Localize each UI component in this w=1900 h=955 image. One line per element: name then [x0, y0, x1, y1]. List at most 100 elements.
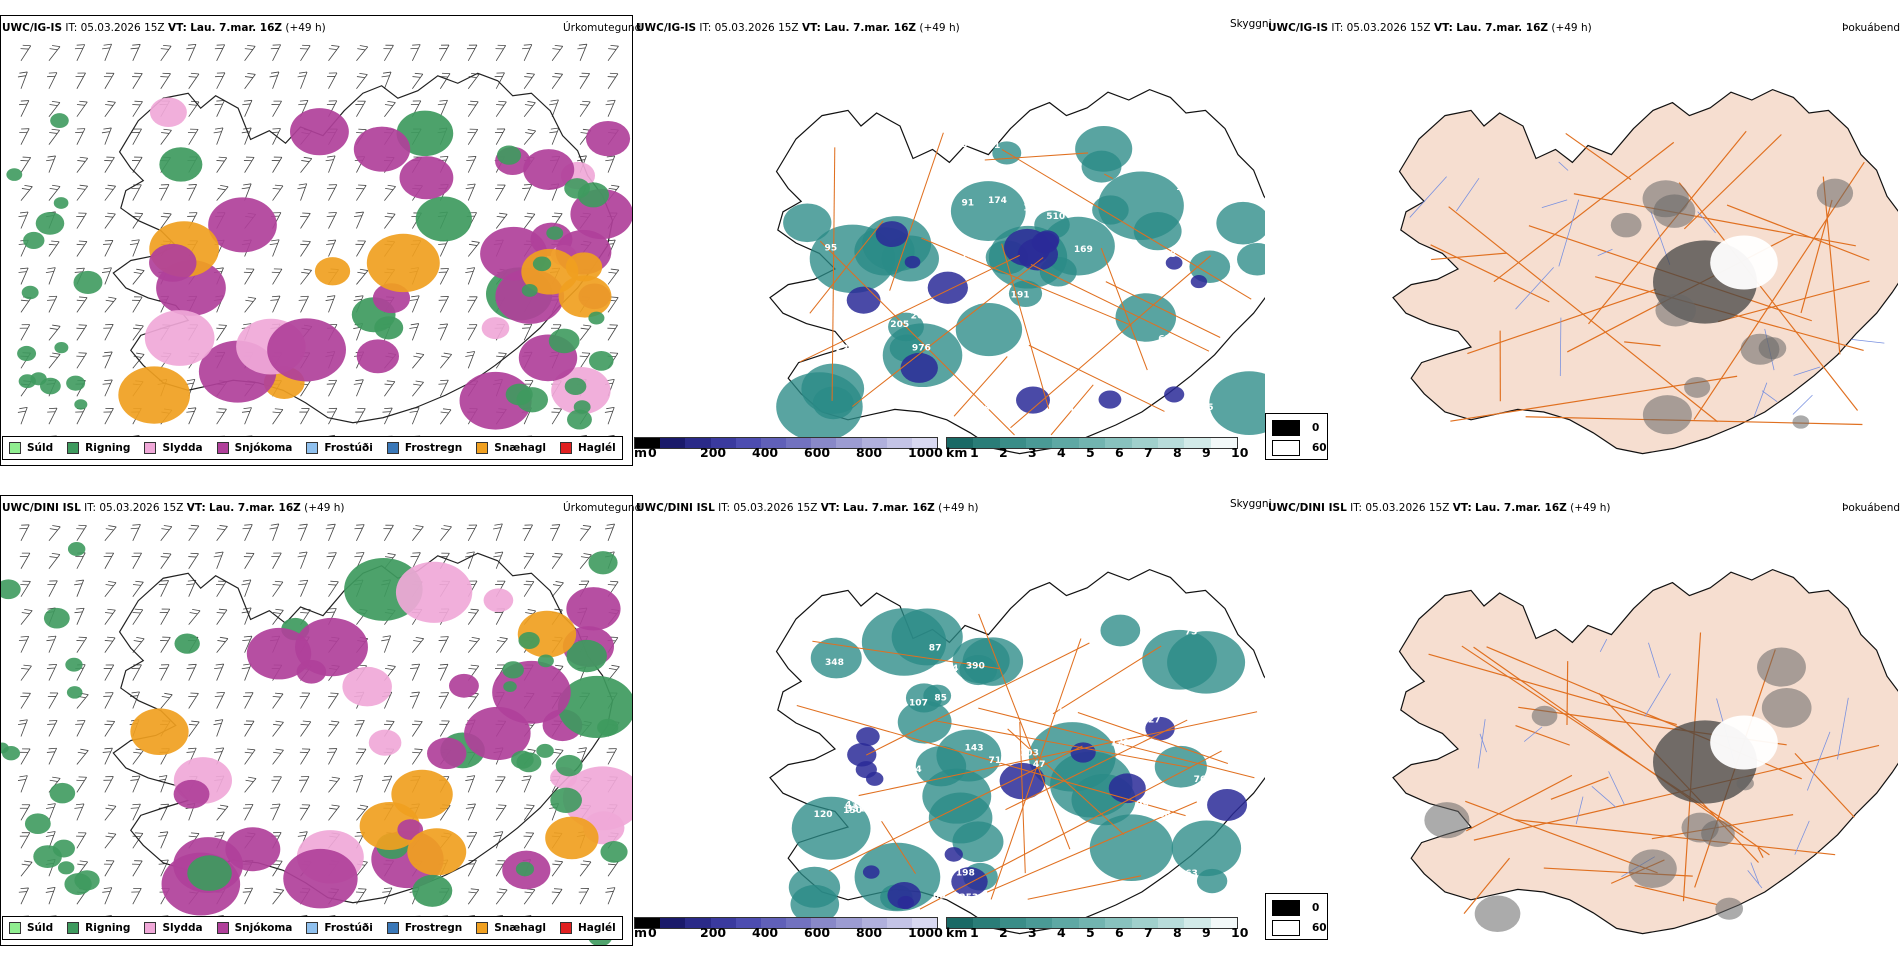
fog-legend-entry: 0 [1272, 420, 1319, 436]
wind-barb [127, 661, 142, 680]
field-blob [367, 234, 440, 292]
colorbar-tick: 7 [1144, 925, 1153, 940]
wind-barb [182, 661, 196, 680]
wind-barb [295, 690, 310, 709]
wind-barb [43, 745, 57, 764]
legend-swatch [144, 442, 156, 454]
wind-barb [239, 774, 256, 792]
wind-barb [407, 70, 423, 89]
legend-label: Rigning [85, 442, 130, 454]
wind-barb [491, 634, 508, 652]
wind-barb [295, 718, 311, 737]
field-blob [65, 658, 82, 672]
panel-header-fog-bottom: UWC/DINI ISL IT: 05.03.2026 15Z VT: Lau.… [1268, 502, 1610, 514]
wind-barb [71, 154, 87, 173]
ceiling-value-label: 54 [987, 278, 1000, 288]
field-blob [407, 828, 466, 875]
wind-barb [238, 689, 253, 708]
wind-barb [99, 606, 115, 625]
field-blob [1164, 386, 1184, 402]
wind-barb [127, 634, 144, 652]
wind-barb [238, 522, 252, 541]
wind-barb [127, 293, 142, 312]
wind-barb [127, 857, 142, 876]
wind-barb [407, 718, 423, 737]
lead-time: (+49 h) [919, 22, 959, 34]
wind-barb [15, 858, 32, 876]
wind-barb [406, 42, 420, 61]
wind-barb [351, 266, 368, 284]
wind-barb [490, 522, 503, 541]
wind-barb [238, 405, 251, 424]
wind-barb [378, 42, 393, 61]
panel-header-precip-top: UWC/IG-IS IT: 05.03.2026 15Z VT: Lau. 7.… [2, 22, 326, 34]
ceiling-value-label: 73 [1185, 628, 1198, 638]
field-blob [315, 257, 350, 285]
wind-barb [322, 405, 337, 424]
field-blob [50, 783, 76, 804]
colorbar-tick: 7 [1144, 445, 1153, 460]
legend-swatch [306, 442, 318, 454]
wind-barb [350, 237, 365, 256]
wind-barb [462, 293, 477, 312]
wind-barb [71, 210, 86, 229]
colorbar-tick: 0 [648, 445, 657, 460]
field-blob [1741, 334, 1780, 365]
wind-barb [294, 181, 307, 200]
ceiling-value-label: 68 [1212, 772, 1225, 782]
wind-barb [127, 181, 142, 200]
colorbar-tick: 400 [752, 445, 778, 460]
field-blob [589, 351, 614, 371]
it-value: 05.03.2026 15Z [715, 22, 799, 34]
field-blob [68, 542, 85, 556]
field-blob [556, 755, 583, 776]
wind-barb [266, 293, 280, 312]
wind-barb [295, 745, 310, 764]
wind-barb [43, 633, 57, 652]
fog-legend-swatch [1272, 900, 1300, 916]
field-blob [1, 579, 21, 599]
ceiling-value-label: 228 [847, 192, 866, 202]
vt-label: VT: [1453, 502, 1472, 514]
wind-barb [155, 522, 172, 540]
wind-barb [43, 350, 60, 368]
legend-swatch [217, 442, 229, 454]
wind-barb [99, 154, 114, 173]
wind-barb [15, 550, 30, 569]
wind-barb [99, 70, 114, 89]
wind-barb [211, 182, 228, 200]
wind-barb [16, 606, 33, 624]
field-blob [546, 226, 563, 239]
wind-barb [574, 70, 589, 89]
legend-label: Súld [27, 922, 53, 934]
wind-barb [434, 661, 448, 680]
legend-swatch [9, 922, 21, 934]
field-blob [22, 286, 39, 300]
field-blob [247, 628, 311, 680]
wind-barb [350, 717, 364, 736]
field-blob [905, 256, 921, 269]
colorbar-tick: 800 [856, 445, 882, 460]
ceiling-value-label: 535 [944, 392, 963, 402]
field-blob [482, 317, 510, 339]
wind-barb [126, 689, 139, 708]
field-blob [50, 113, 69, 128]
wind-barb [126, 237, 139, 256]
ceiling-value-label: 75 [1201, 403, 1214, 413]
wind-barb [295, 42, 311, 61]
legend-swatch [67, 922, 79, 934]
lead-time: (+49 h) [1570, 502, 1610, 514]
wind-barb [210, 661, 223, 680]
field-blob [145, 310, 215, 366]
ceiling-value-label: 187 [1185, 140, 1204, 150]
wind-barb [126, 801, 140, 820]
legend-swatch [217, 922, 229, 934]
fog-map-canvas-bottom [1266, 495, 1898, 955]
field-blob [578, 182, 609, 207]
panel-title-precip-top: Úrkomutegund [563, 22, 641, 34]
vt-label: VT: [802, 22, 821, 34]
wind-barb [323, 42, 339, 61]
wind-barb [267, 182, 283, 201]
wind-barb [462, 773, 475, 792]
